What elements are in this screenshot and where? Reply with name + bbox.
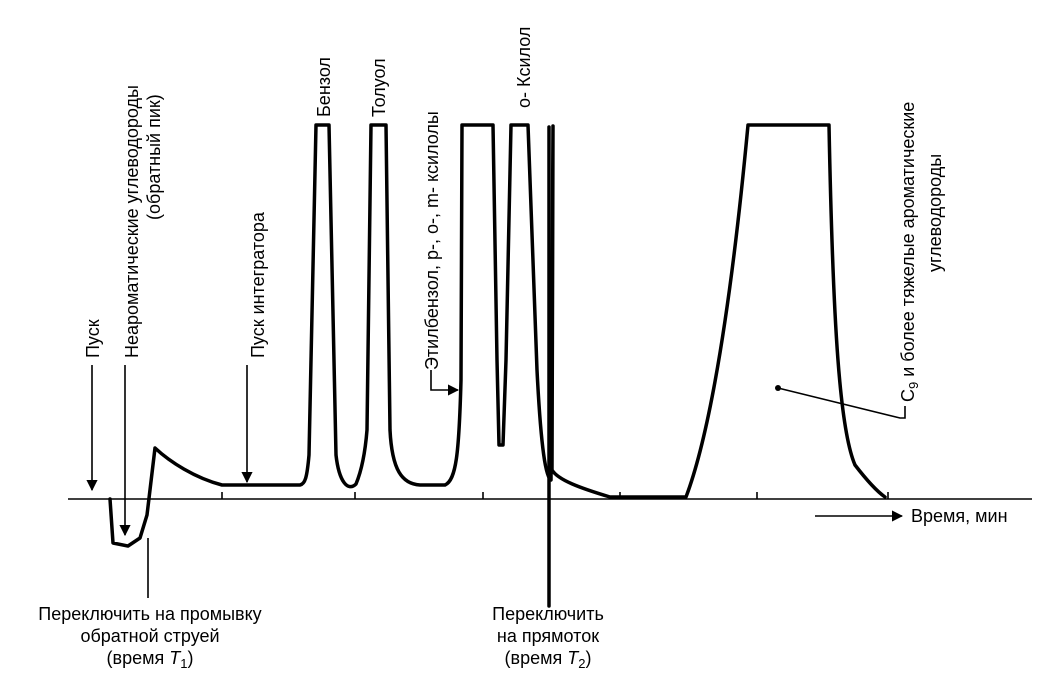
nonaromatic-label-line1: Неароматические углеводороды <box>122 85 142 358</box>
chromatogram-trace <box>108 123 887 548</box>
ethylbenzene-arrow <box>430 370 460 396</box>
o-xylene-label: o- Ксилол <box>514 27 534 108</box>
start-label: Пуск <box>83 319 103 358</box>
forward-label-line1: Переключить <box>492 604 604 624</box>
axis-ticks <box>221 492 889 499</box>
backflush-label-line3: (время T1) <box>107 648 194 671</box>
time-axis-label: Время, мин <box>911 506 1008 526</box>
forward-label-line2: на прямоток <box>497 626 599 646</box>
integrator-start-label: Пуск интегратора <box>248 211 268 358</box>
nonaromatic-label-line2: (обратный пик) <box>144 94 164 220</box>
benzene-label: Бензол <box>314 57 334 117</box>
c9-label-line1: C9 и более тяжелые ароматические <box>898 102 921 402</box>
c9-pointer-line <box>777 387 906 419</box>
ethylbenzene-xylenes-label: Этилбензол, p-, o-, m- ксилолы <box>422 111 442 370</box>
c9-label-line2: углеводороды <box>925 154 945 272</box>
toluene-label: Толуол <box>369 58 389 117</box>
backflush-label-line1: Переключить на промывку <box>38 604 261 624</box>
backflush-label-line2: обратной струей <box>80 626 219 646</box>
forward-label-line3: (время T2) <box>505 648 592 671</box>
